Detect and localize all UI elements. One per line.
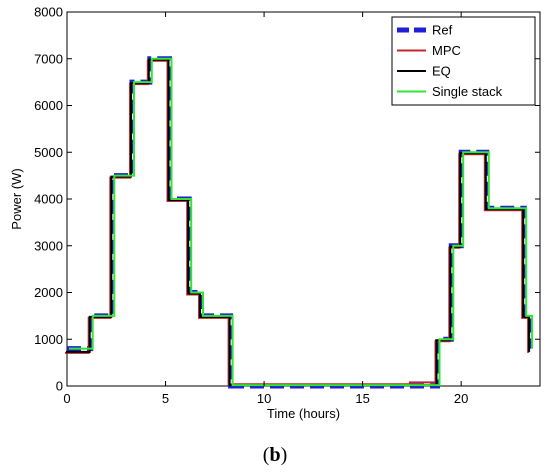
power-chart: 0 5 10 15 20 0 1000 2000 3000 4000 5000 6000 7000 800… [9,5,541,421]
x-tick-label: 5 [162,391,169,406]
series-layer [65,56,534,389]
y-tick-label: 4000 [34,192,63,207]
y-tick-label: 2000 [34,285,63,300]
x-tick-label: 15 [355,391,369,406]
x-tick-label: 0 [63,391,70,406]
x-tick-label: 20 [454,391,468,406]
y-axis-label: Power (W) [9,168,24,229]
caption-letter: b [269,444,281,466]
ticks-layer: 0 5 10 15 20 0 1000 2000 3000 4000 5000 6000 7000 800… [34,5,540,406]
y-tick-label: 7000 [34,51,63,66]
y-tick-label: 5000 [34,145,63,160]
y-tick-label: 0 [56,379,63,394]
y-tick-label: 6000 [34,98,63,113]
series-line-single-stack [69,57,534,387]
x-tick-label: 10 [257,391,271,406]
legend: Ref MPC EQ Single stack [391,16,536,106]
caption-open: ( [262,444,270,466]
caption-close: ) [280,444,288,466]
y-tick-label: 1000 [34,332,63,347]
legend-entry: EQ [432,64,451,79]
y-tick-label: 8000 [34,5,63,20]
x-axis-label: Time (hours) [267,406,340,421]
figure-caption: (b) [0,444,550,467]
y-tick-label: 3000 [34,238,63,253]
legend-entry: MPC [432,43,461,58]
legend-entry: Ref [432,23,453,38]
legend-entry: Single stack [432,84,503,99]
